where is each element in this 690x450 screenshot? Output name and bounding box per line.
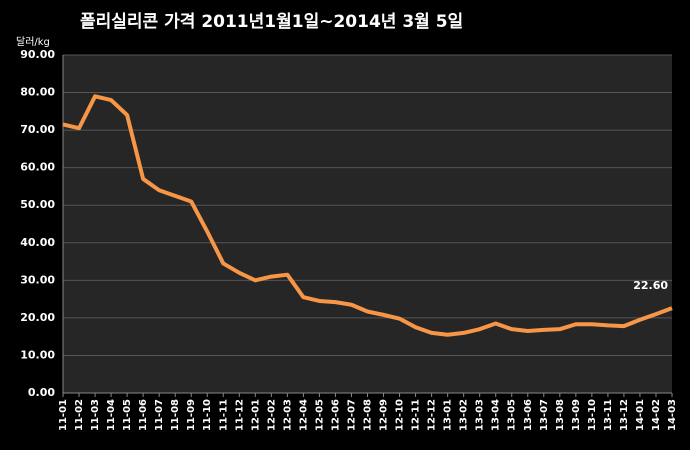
x-tick-label: 11-09 (186, 399, 197, 431)
x-tick-label: 12-05 (314, 399, 325, 431)
x-tick-label: 13-01 (443, 399, 454, 431)
y-tick-label: 80.00 (20, 86, 55, 99)
x-tick-label: 12-06 (330, 399, 341, 431)
x-tick-label: 13-12 (619, 399, 630, 431)
x-tick-label: 12-01 (250, 399, 261, 431)
x-tick-label: 13-11 (603, 399, 614, 431)
y-tick-label: 70.00 (20, 123, 55, 136)
x-tick-label: 11-04 (106, 399, 117, 431)
y-tick-label: 60.00 (20, 161, 55, 174)
y-tick-label: 10.00 (20, 348, 55, 361)
x-tick-label: 12-12 (427, 399, 438, 431)
x-tick-label: 13-08 (555, 399, 566, 431)
y-tick-label: 90.00 (20, 48, 55, 61)
x-tick-label: 12-07 (346, 399, 357, 431)
x-tick-label: 12-03 (282, 399, 293, 431)
data-line (62, 94, 673, 337)
data-label: 22.60 (633, 279, 668, 292)
x-tick-label: 12-08 (363, 399, 374, 431)
chart-title: 폴리실리콘 가격 2011년1월1일~2014년 3월 5일 (80, 12, 463, 32)
x-tick-label: 13-05 (507, 399, 518, 431)
x-tick-label: 13-07 (539, 399, 550, 431)
x-tick-label: 11-07 (154, 399, 165, 431)
x-tick-label: 11-02 (74, 399, 85, 431)
x-tick-label: 11-05 (122, 399, 133, 431)
y-axis-label: 달러/kg (16, 36, 50, 48)
plot-area (63, 55, 672, 393)
x-tick-label: 11-12 (234, 399, 245, 431)
x-tick-label: 13-02 (459, 399, 470, 431)
x-tick-label: 13-09 (571, 399, 582, 431)
x-tick-label: 11-01 (58, 399, 69, 431)
x-tick-label: 12-02 (266, 399, 277, 431)
y-tick-label: 20.00 (20, 311, 55, 324)
x-tick-label: 14-01 (635, 399, 646, 431)
x-tick-label: 14-02 (651, 399, 662, 431)
x-tick-label: 13-06 (523, 399, 534, 431)
x-tick-label: 14-03 (667, 399, 678, 431)
x-tick-label: 13-03 (475, 399, 486, 431)
x-tick-label: 12-10 (395, 399, 406, 431)
x-tick-label: 11-06 (138, 399, 149, 431)
x-tick-label: 11-11 (218, 399, 229, 431)
x-tick-label: 12-04 (298, 399, 309, 431)
y-tick-label: 50.00 (20, 198, 55, 211)
y-tick-label: 30.00 (20, 273, 55, 286)
x-tick-label: 13-04 (491, 399, 502, 431)
x-tick-label: 12-09 (379, 399, 390, 431)
y-tick-label: 40.00 (20, 236, 55, 249)
x-tick-label: 13-10 (587, 399, 598, 431)
x-tick-label: 11-03 (90, 399, 101, 431)
y-tick-label: 0.00 (28, 386, 55, 399)
x-tick-label: 11-10 (202, 399, 213, 431)
x-tick-label: 12-11 (411, 399, 422, 431)
x-tick-label: 11-08 (170, 399, 181, 431)
